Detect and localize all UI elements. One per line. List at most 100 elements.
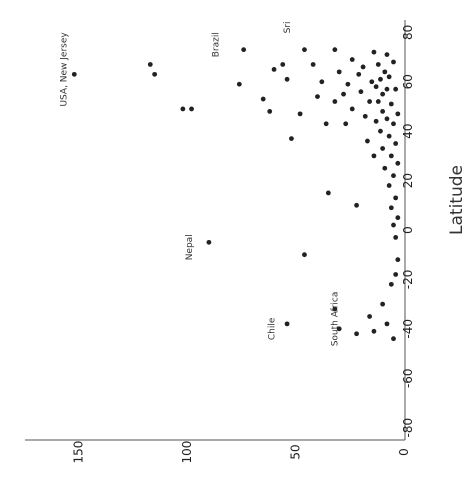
data-point bbox=[395, 215, 401, 221]
data-point bbox=[343, 121, 349, 127]
data-point bbox=[336, 326, 342, 332]
data-point bbox=[371, 328, 377, 334]
data-point bbox=[236, 81, 242, 87]
data-point bbox=[284, 76, 290, 82]
data-point bbox=[371, 49, 377, 55]
data-point bbox=[332, 306, 338, 312]
data-point bbox=[152, 71, 158, 77]
x-tick-label: 0 bbox=[397, 448, 411, 456]
data-point bbox=[393, 141, 399, 146]
data-point bbox=[280, 62, 286, 67]
data-point bbox=[349, 57, 355, 62]
data-point bbox=[336, 69, 342, 75]
data-point bbox=[354, 202, 359, 208]
x-tick-label: 100 bbox=[180, 441, 194, 464]
data-point bbox=[354, 331, 359, 337]
x-tick-label: 150 bbox=[71, 441, 85, 464]
data-point bbox=[373, 84, 379, 90]
data-point bbox=[373, 118, 379, 124]
y-tick-label: -60 bbox=[401, 368, 415, 388]
data-point bbox=[362, 113, 368, 119]
y-tick-label: 80 bbox=[401, 25, 415, 40]
data-point bbox=[395, 257, 401, 263]
data-point bbox=[393, 195, 399, 201]
data-point bbox=[325, 190, 331, 196]
data-point bbox=[302, 47, 307, 53]
data-point bbox=[391, 222, 396, 228]
y-tick-label: -20 bbox=[401, 270, 415, 290]
data-point bbox=[380, 146, 386, 151]
data-point bbox=[260, 96, 266, 102]
data-point bbox=[147, 62, 153, 67]
y-axis-label: Latitude bbox=[447, 165, 467, 235]
data-point bbox=[386, 133, 392, 139]
data-point bbox=[332, 99, 338, 104]
data-point bbox=[384, 52, 390, 57]
x-tick-label: 50 bbox=[288, 444, 302, 459]
data-point bbox=[388, 205, 394, 211]
data-point bbox=[271, 67, 277, 72]
data-point bbox=[365, 138, 370, 144]
data-point bbox=[395, 111, 401, 117]
data-point bbox=[384, 86, 390, 92]
data-point bbox=[332, 47, 338, 53]
data-point bbox=[371, 153, 377, 159]
data-point bbox=[345, 81, 351, 87]
data-point bbox=[382, 69, 388, 75]
data-point bbox=[384, 116, 390, 122]
point-annotation: Brazil bbox=[211, 32, 221, 57]
point-annotations: USA, New Jersey Brazil Nepal South Africa Ch… bbox=[59, 21, 340, 346]
data-point bbox=[375, 99, 381, 104]
data-point bbox=[388, 153, 394, 159]
data-point bbox=[297, 111, 303, 117]
data-point bbox=[358, 89, 364, 95]
data-point bbox=[360, 64, 366, 70]
data-point bbox=[378, 76, 383, 82]
data-point bbox=[393, 235, 399, 240]
data-point bbox=[302, 252, 307, 258]
data-point bbox=[375, 62, 381, 67]
y-tick-label: -40 bbox=[401, 319, 415, 339]
data-point bbox=[241, 47, 247, 53]
point-annotation: Sri bbox=[283, 21, 293, 33]
x-tick-labels: 0 50 100 150 bbox=[71, 441, 411, 464]
data-points bbox=[71, 47, 401, 342]
y-tick-labels: -80 -60 -40 -20 0 20 40 60 80 bbox=[401, 25, 415, 438]
data-point bbox=[378, 128, 383, 134]
data-point bbox=[391, 173, 396, 179]
y-tick-label: 40 bbox=[401, 124, 415, 139]
data-point bbox=[341, 91, 346, 97]
data-point bbox=[380, 91, 386, 97]
data-point bbox=[391, 59, 396, 65]
data-point bbox=[356, 71, 362, 77]
data-point bbox=[388, 101, 394, 107]
data-point bbox=[180, 106, 186, 112]
data-point bbox=[369, 79, 375, 85]
data-point bbox=[315, 94, 320, 99]
data-point bbox=[380, 109, 386, 114]
data-point bbox=[71, 71, 77, 77]
y-tick-label: -80 bbox=[401, 418, 415, 438]
data-point bbox=[310, 62, 316, 67]
data-point bbox=[382, 165, 388, 171]
data-point bbox=[323, 121, 329, 127]
data-point bbox=[386, 74, 392, 80]
data-point bbox=[367, 99, 372, 104]
data-point bbox=[267, 109, 273, 114]
data-point bbox=[388, 281, 394, 287]
data-point bbox=[367, 314, 372, 319]
data-point bbox=[395, 160, 401, 166]
data-point bbox=[284, 321, 290, 327]
point-annotation: Chile bbox=[268, 317, 278, 340]
point-annotation: Nepal bbox=[185, 234, 195, 260]
data-point bbox=[189, 106, 194, 112]
y-tick-label: 60 bbox=[401, 74, 415, 89]
data-point bbox=[393, 272, 399, 277]
data-point bbox=[380, 301, 386, 307]
y-tick-label: 20 bbox=[401, 173, 415, 188]
data-point bbox=[289, 136, 294, 141]
point-annotation: South Africa bbox=[331, 292, 341, 347]
